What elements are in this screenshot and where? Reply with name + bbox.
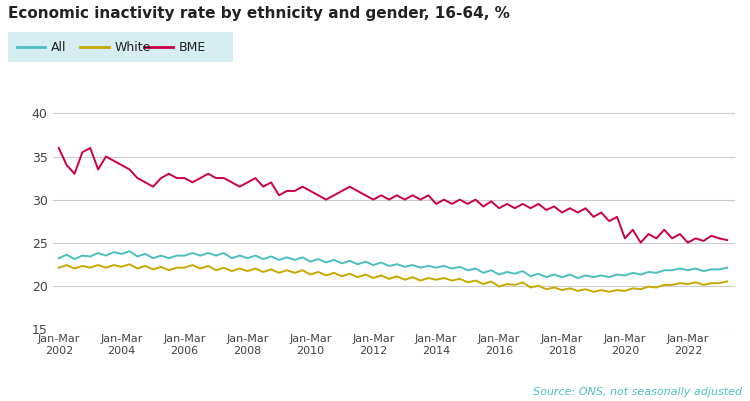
Text: White: White: [115, 41, 151, 54]
Text: Economic inactivity rate by ethnicity and gender, 16-64, %: Economic inactivity rate by ethnicity an…: [8, 6, 509, 21]
Text: All: All: [51, 41, 67, 54]
Text: BME: BME: [178, 41, 206, 54]
Text: Source: ONS, not seasonally adjusted: Source: ONS, not seasonally adjusted: [533, 387, 742, 397]
